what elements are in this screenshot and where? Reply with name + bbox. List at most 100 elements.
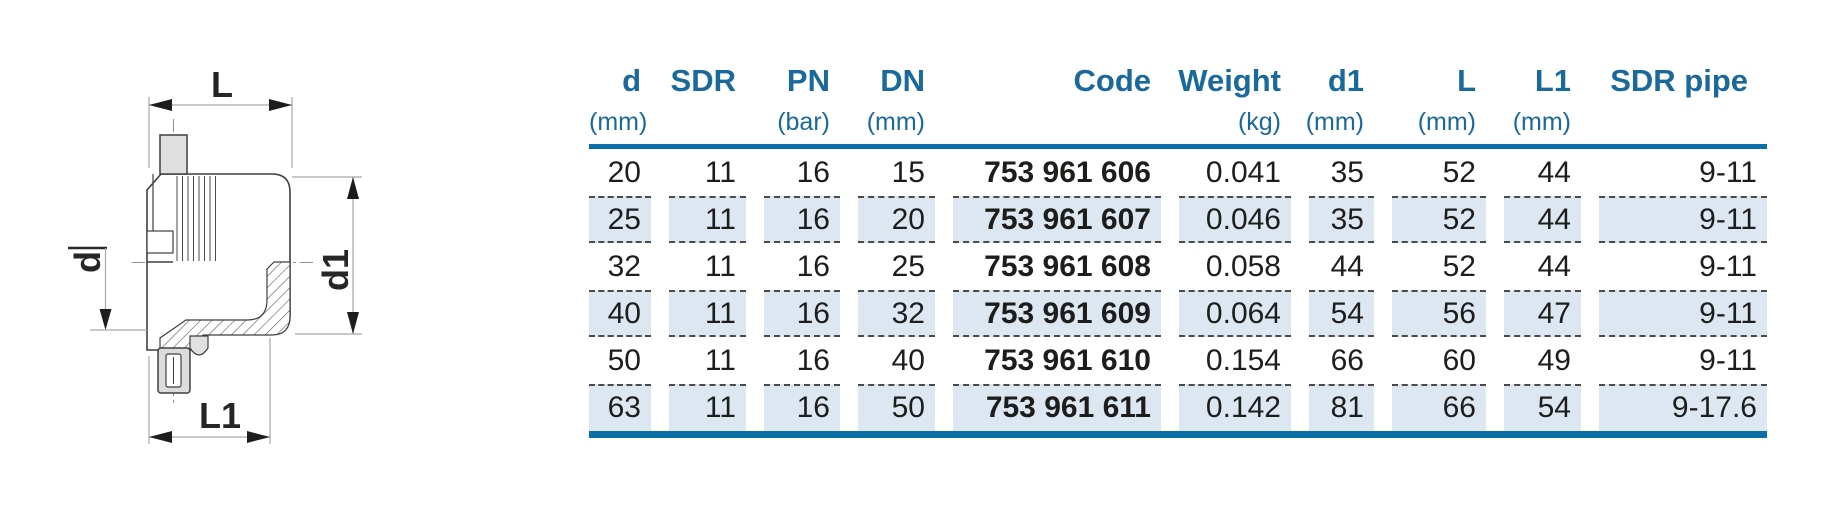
column-unit-sdr-pipe — [1590, 99, 1767, 149]
dimension-L: L — [148, 64, 293, 168]
cell-pn: 16 — [755, 196, 849, 243]
dim-label-L: L — [211, 64, 233, 105]
dimension-d1: d1 — [292, 176, 362, 335]
table-row: 40 11 16 32 753 961 609 0.064 54 56 47 9… — [589, 290, 1767, 337]
cell-value: 0.154 — [1205, 344, 1281, 377]
cell-value: 11 — [704, 344, 736, 377]
cell-value: 54 — [1309, 290, 1374, 337]
cell-d: 50 — [589, 337, 660, 384]
cell-pn: 16 — [755, 290, 849, 337]
cell-value: 9-11 — [1599, 196, 1767, 243]
cell-value: 25 — [891, 250, 925, 283]
header-row: d SDR PN DN Code Weight d1 L L1 SDR pipe — [589, 47, 1767, 99]
cell-value: 47 — [1504, 290, 1581, 337]
cell-d1: 35 — [1300, 196, 1383, 243]
cell-dn: 25 — [849, 243, 944, 290]
column-header-code: Code — [1073, 63, 1152, 98]
cell-weight: 0.046 — [1170, 196, 1300, 243]
section-hatch-wall — [159, 261, 291, 351]
cell-value: 753 961 611 — [953, 384, 1161, 431]
table-row: 20 11 16 15 753 961 606 0.041 35 52 44 9… — [589, 147, 1767, 197]
cell-value: 66 — [1392, 384, 1486, 431]
cell-sdr: 11 — [660, 337, 755, 384]
cell-value: 16 — [796, 344, 830, 377]
cell-value: 63 — [589, 384, 651, 431]
column-header-l1: L1 — [1534, 63, 1571, 98]
cell-value: 0.046 — [1179, 196, 1291, 243]
cell-dn: 40 — [849, 337, 944, 384]
cell-value: 35 — [1309, 196, 1374, 243]
cell-value: 32 — [858, 290, 935, 337]
cell-value: 16 — [764, 384, 840, 431]
cell-sdr: 11 — [660, 196, 755, 243]
cell-l: 60 — [1383, 337, 1495, 384]
cell-value: 20 — [858, 196, 935, 243]
cell-value: 16 — [764, 196, 840, 243]
terminal-pin-top — [159, 134, 188, 175]
cell-dn: 20 — [849, 196, 944, 243]
technical-drawing: L d d1 L1 — [67, 64, 362, 444]
cell-sdr: 11 — [660, 290, 755, 337]
cell-value: 9-11 — [1699, 344, 1757, 377]
cell-value: 60 — [1442, 344, 1476, 377]
cell-d: 63 — [589, 384, 660, 438]
cell-value: 0.064 — [1179, 290, 1291, 337]
cell-code: 753 961 609 — [944, 290, 1170, 337]
cell-dn: 15 — [849, 147, 944, 197]
cell-value: 52 — [1442, 156, 1476, 189]
column-header-sdr: SDR — [670, 63, 736, 98]
cell-weight: 0.058 — [1170, 243, 1300, 290]
cell-value: 753 961 610 — [984, 344, 1151, 377]
cell-value: 11 — [669, 290, 746, 337]
cell-value: 0.041 — [1205, 156, 1281, 189]
cell-value: 56 — [1392, 290, 1486, 337]
cell-value: 54 — [1504, 384, 1581, 431]
table-row: 63 11 16 50 753 961 611 0.142 81 66 54 9… — [589, 384, 1767, 438]
cell-value: 753 961 609 — [953, 290, 1161, 337]
cell-l1: 54 — [1495, 384, 1590, 438]
dimension-d: d — [67, 246, 147, 331]
cell-pn: 16 — [755, 337, 849, 384]
cell-value: 44 — [1537, 156, 1571, 189]
cell-value: 11 — [704, 156, 736, 189]
cell-d: 25 — [589, 196, 660, 243]
cell-d1: 35 — [1300, 147, 1383, 197]
column-header-dn: DN — [880, 63, 925, 98]
cell-value: 11 — [669, 384, 746, 431]
cell-value: 81 — [1309, 384, 1374, 431]
column-header-pn: PN — [786, 63, 830, 98]
column-unit-d: (mm) — [589, 99, 660, 149]
cell-value: 50 — [858, 384, 935, 431]
cell-code: 753 961 606 — [944, 147, 1170, 197]
cell-d: 32 — [589, 243, 660, 290]
cell-d1: 66 — [1300, 337, 1383, 384]
column-unit-weight: (kg) — [1170, 99, 1300, 149]
dim-label-L1: L1 — [199, 395, 241, 436]
cell-value: 9-11 — [1699, 156, 1757, 189]
spec-table: d SDR PN DN Code Weight d1 L L1 SDR pipe… — [589, 47, 1767, 438]
cell-value: 11 — [669, 196, 746, 243]
cell-value: 753 961 606 — [984, 156, 1151, 189]
cell-weight: 0.154 — [1170, 337, 1300, 384]
cell-value: 50 — [607, 344, 641, 377]
table-row: 32 11 16 25 753 961 608 0.058 44 52 44 9… — [589, 243, 1767, 290]
column-unit-l: (mm) — [1383, 99, 1495, 149]
cell-d: 20 — [589, 147, 660, 197]
cell-l: 52 — [1383, 196, 1495, 243]
cell-sdr-pipe: 9-11 — [1590, 196, 1767, 243]
column-header-l: L — [1457, 63, 1476, 98]
cell-value: 52 — [1392, 196, 1486, 243]
cell-value: 753 961 608 — [984, 250, 1151, 283]
cell-value: 44 — [1537, 250, 1571, 283]
cell-pn: 16 — [755, 147, 849, 197]
cell-value: 0.058 — [1205, 250, 1281, 283]
cell-value: 9-17.6 — [1599, 384, 1767, 431]
column-unit-sdr — [660, 99, 755, 149]
cell-sdr: 11 — [660, 243, 755, 290]
cell-value: 16 — [764, 290, 840, 337]
cell-weight: 0.064 — [1170, 290, 1300, 337]
cell-sdr-pipe: 9-11 — [1590, 337, 1767, 384]
column-header-d: d — [622, 63, 641, 98]
cell-value: 44 — [1504, 196, 1581, 243]
cell-l1: 47 — [1495, 290, 1590, 337]
